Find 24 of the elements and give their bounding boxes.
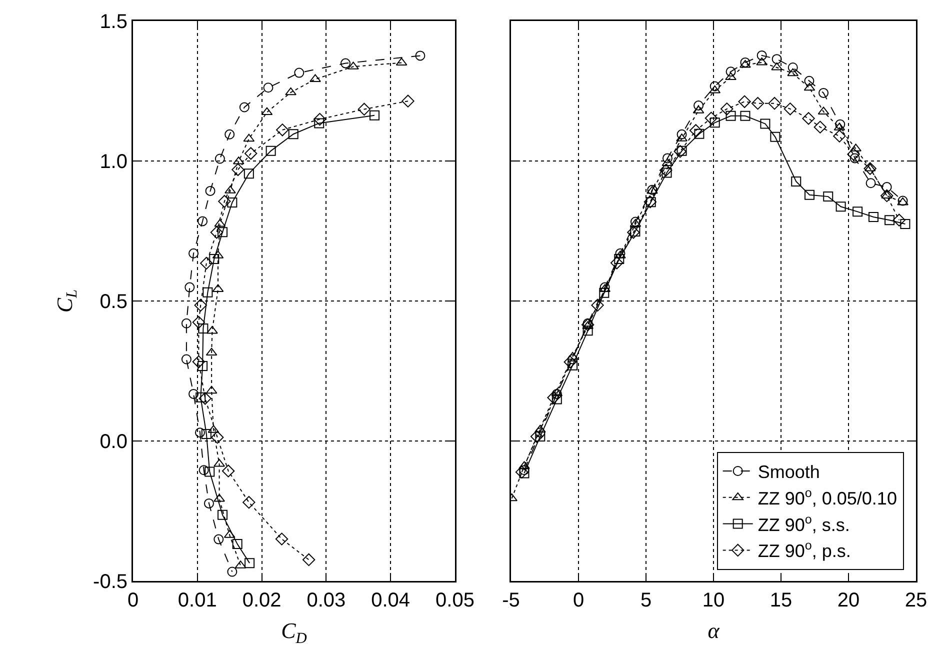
x-tick-label: 0.05 xyxy=(436,590,474,612)
x-tick-label: 0.04 xyxy=(371,590,410,612)
x-tick-label: 10 xyxy=(702,590,725,612)
x-axis-title: C$_{D}$ xyxy=(281,618,307,647)
x-tick-label: 0 xyxy=(127,590,139,612)
x-tick-label: -5 xyxy=(502,590,520,612)
x-tick-label: 0.02 xyxy=(242,590,282,612)
x-tick-label: 15 xyxy=(770,590,792,612)
x-tick-label: 5 xyxy=(640,590,652,612)
x-tick-label: 20 xyxy=(837,590,860,612)
x-tick-label: 25 xyxy=(904,590,928,612)
x-tick-label: 0.01 xyxy=(178,590,217,612)
legend-label: ZZ 90$^{o}$, 0.05/0.10 xyxy=(758,486,897,508)
y-tick-label: 0.5 xyxy=(100,291,128,313)
legend-label: ZZ 90$^{o}$, s.s. xyxy=(758,512,850,535)
x-axis-title: α xyxy=(708,618,720,644)
x-tick-label: 0.03 xyxy=(306,590,346,612)
y-tick-label: -0.5 xyxy=(93,571,128,593)
y-tick-label: 1.5 xyxy=(100,11,128,33)
legend-label: Smooth xyxy=(758,462,820,482)
legend-label: ZZ 90$^{o}$, p.s. xyxy=(758,538,851,562)
y-tick-label: 1.0 xyxy=(100,151,128,173)
y-tick-label: 0.0 xyxy=(100,431,128,453)
x-tick-label: 0 xyxy=(572,590,584,612)
